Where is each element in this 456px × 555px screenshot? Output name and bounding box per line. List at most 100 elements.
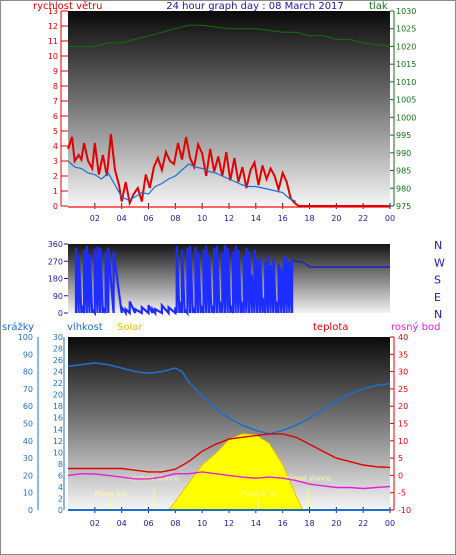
x-tick-label: 16 bbox=[278, 519, 288, 528]
x-tick-label: 08 bbox=[170, 519, 180, 528]
humidity-tick-label: 6 bbox=[58, 471, 63, 480]
x-tick-label: 12 bbox=[224, 519, 234, 528]
wind-average-line bbox=[67, 160, 297, 203]
rain-tick-label: 100 bbox=[18, 333, 33, 342]
left-tick-label: 13 bbox=[48, 7, 58, 16]
right-tick-label: 980 bbox=[396, 184, 411, 193]
left-tick-label: 3 bbox=[53, 157, 58, 166]
x-tick-label: 10 bbox=[197, 214, 207, 223]
temperature-tick-label: 25 bbox=[398, 385, 408, 394]
left-tick-label: 5 bbox=[53, 127, 58, 136]
right-tick-label: 1015 bbox=[396, 60, 416, 69]
temperature-tick-label: -5 bbox=[398, 489, 406, 498]
right-tick-label: 1025 bbox=[396, 25, 416, 34]
legend-label: srážky bbox=[2, 321, 34, 333]
right-tick-label: 995 bbox=[396, 131, 411, 140]
left-tick-label: 0 bbox=[53, 202, 58, 211]
wind-direction-line bbox=[291, 258, 390, 268]
right-tick-label: 1030 bbox=[396, 7, 416, 16]
temperature-tick-label: 30 bbox=[398, 368, 408, 377]
temperature-tick-label: 15 bbox=[398, 420, 408, 429]
humidity-tick-label: 16 bbox=[53, 414, 63, 423]
direction-tick-label: 180 bbox=[48, 275, 63, 284]
left-tick-label: 4 bbox=[53, 142, 58, 151]
rain-tick-label: 10 bbox=[23, 489, 33, 498]
direction-tick-label: 0 bbox=[58, 309, 63, 318]
direction-tick-label: 360 bbox=[48, 240, 63, 249]
humidity-tick-label: 12 bbox=[53, 437, 63, 446]
humidity-line bbox=[67, 362, 391, 435]
left-tick-label: 2 bbox=[53, 172, 58, 181]
left-tick-label: 7 bbox=[53, 97, 58, 106]
right-tick-label: 1000 bbox=[396, 113, 416, 122]
x-tick-label: 00 bbox=[385, 519, 395, 528]
rain-tick-label: 60 bbox=[23, 402, 33, 411]
right-axis-label: tlak bbox=[369, 1, 388, 12]
right-tick-label: 1010 bbox=[396, 78, 416, 87]
x-tick-label: 22 bbox=[358, 519, 368, 528]
x-tick-label: 20 bbox=[331, 519, 341, 528]
humidity-tick-label: 14 bbox=[53, 425, 63, 434]
humidity-tick-label: 8 bbox=[58, 460, 63, 469]
moon-event-label: Moon Set bbox=[95, 490, 128, 498]
compass-label: N bbox=[434, 239, 442, 252]
x-tick-label: 14 bbox=[251, 519, 261, 528]
humidity-tick-label: 4 bbox=[58, 483, 63, 492]
x-tick-label: 02 bbox=[90, 519, 100, 528]
rain-tick-label: 20 bbox=[23, 471, 33, 480]
sun-event-label: západ slunce bbox=[285, 475, 331, 483]
pressure-line bbox=[68, 24, 391, 47]
right-tick-label: 1005 bbox=[396, 96, 416, 105]
direction-tick-label: 270 bbox=[48, 257, 63, 266]
rain-tick-label: 40 bbox=[23, 437, 33, 446]
legend-label: vlhkost bbox=[67, 322, 103, 333]
left-tick-label: 9 bbox=[53, 67, 58, 76]
humidity-tick-label: 0 bbox=[58, 506, 63, 515]
temperature-tick-label: 20 bbox=[398, 402, 408, 411]
left-tick-label: 10 bbox=[48, 52, 58, 61]
humidity-tick-label: 18 bbox=[53, 402, 63, 411]
rain-tick-label: 90 bbox=[23, 350, 33, 359]
legend-label: Solar bbox=[117, 322, 143, 333]
x-tick-label: 22 bbox=[358, 214, 368, 223]
moon-event-label: Moon Rise bbox=[241, 490, 277, 498]
temperature-tick-label: 0 bbox=[398, 471, 403, 480]
humidity-tick-label: 30 bbox=[53, 333, 63, 342]
humidity-tick-label: 22 bbox=[53, 379, 63, 388]
x-tick-label: 08 bbox=[170, 214, 180, 223]
left-tick-label: 11 bbox=[48, 37, 58, 46]
left-axis-label: rychlost větru bbox=[33, 0, 103, 12]
x-tick-label: 00 bbox=[385, 214, 395, 223]
temperature-tick-label: 35 bbox=[398, 350, 408, 359]
temperature-tick-label: -10 bbox=[398, 506, 411, 515]
temperature-tick-label: 40 bbox=[398, 333, 408, 342]
compass-label: N bbox=[434, 308, 442, 321]
x-tick-label: 04 bbox=[117, 214, 127, 223]
x-tick-label: 06 bbox=[143, 519, 153, 528]
x-tick-label: 02 bbox=[90, 214, 100, 223]
rain-tick-label: 70 bbox=[23, 385, 33, 394]
legend-label: teplota bbox=[313, 322, 348, 333]
wind-speed-line bbox=[67, 133, 390, 207]
rain-tick-label: 30 bbox=[23, 454, 33, 463]
chart-title: 24 hour graph day : 08 March 2017 bbox=[166, 1, 344, 12]
rain-tick-label: 50 bbox=[23, 420, 33, 429]
left-tick-label: 8 bbox=[53, 82, 58, 91]
right-tick-label: 990 bbox=[396, 149, 411, 158]
humidity-tick-label: 2 bbox=[58, 494, 63, 503]
left-tick-label: 1 bbox=[53, 187, 58, 196]
rain-tick-label: 0 bbox=[28, 506, 33, 515]
dewpoint-line bbox=[67, 471, 391, 490]
temperature-line bbox=[68, 433, 391, 473]
compass-label: W bbox=[434, 256, 445, 269]
x-tick-label: 04 bbox=[117, 519, 127, 528]
temperature-tick-label: 5 bbox=[398, 454, 403, 463]
compass-label: S bbox=[434, 274, 441, 287]
direction-tick-label: 90 bbox=[53, 292, 63, 301]
temperature-humidity-panel: srážky vlhkost Solar teplota rosný bod010203… bbox=[2, 321, 440, 528]
x-tick-label: 10 bbox=[197, 519, 207, 528]
x-tick-label: 12 bbox=[224, 214, 234, 223]
right-tick-label: 1020 bbox=[396, 42, 416, 51]
